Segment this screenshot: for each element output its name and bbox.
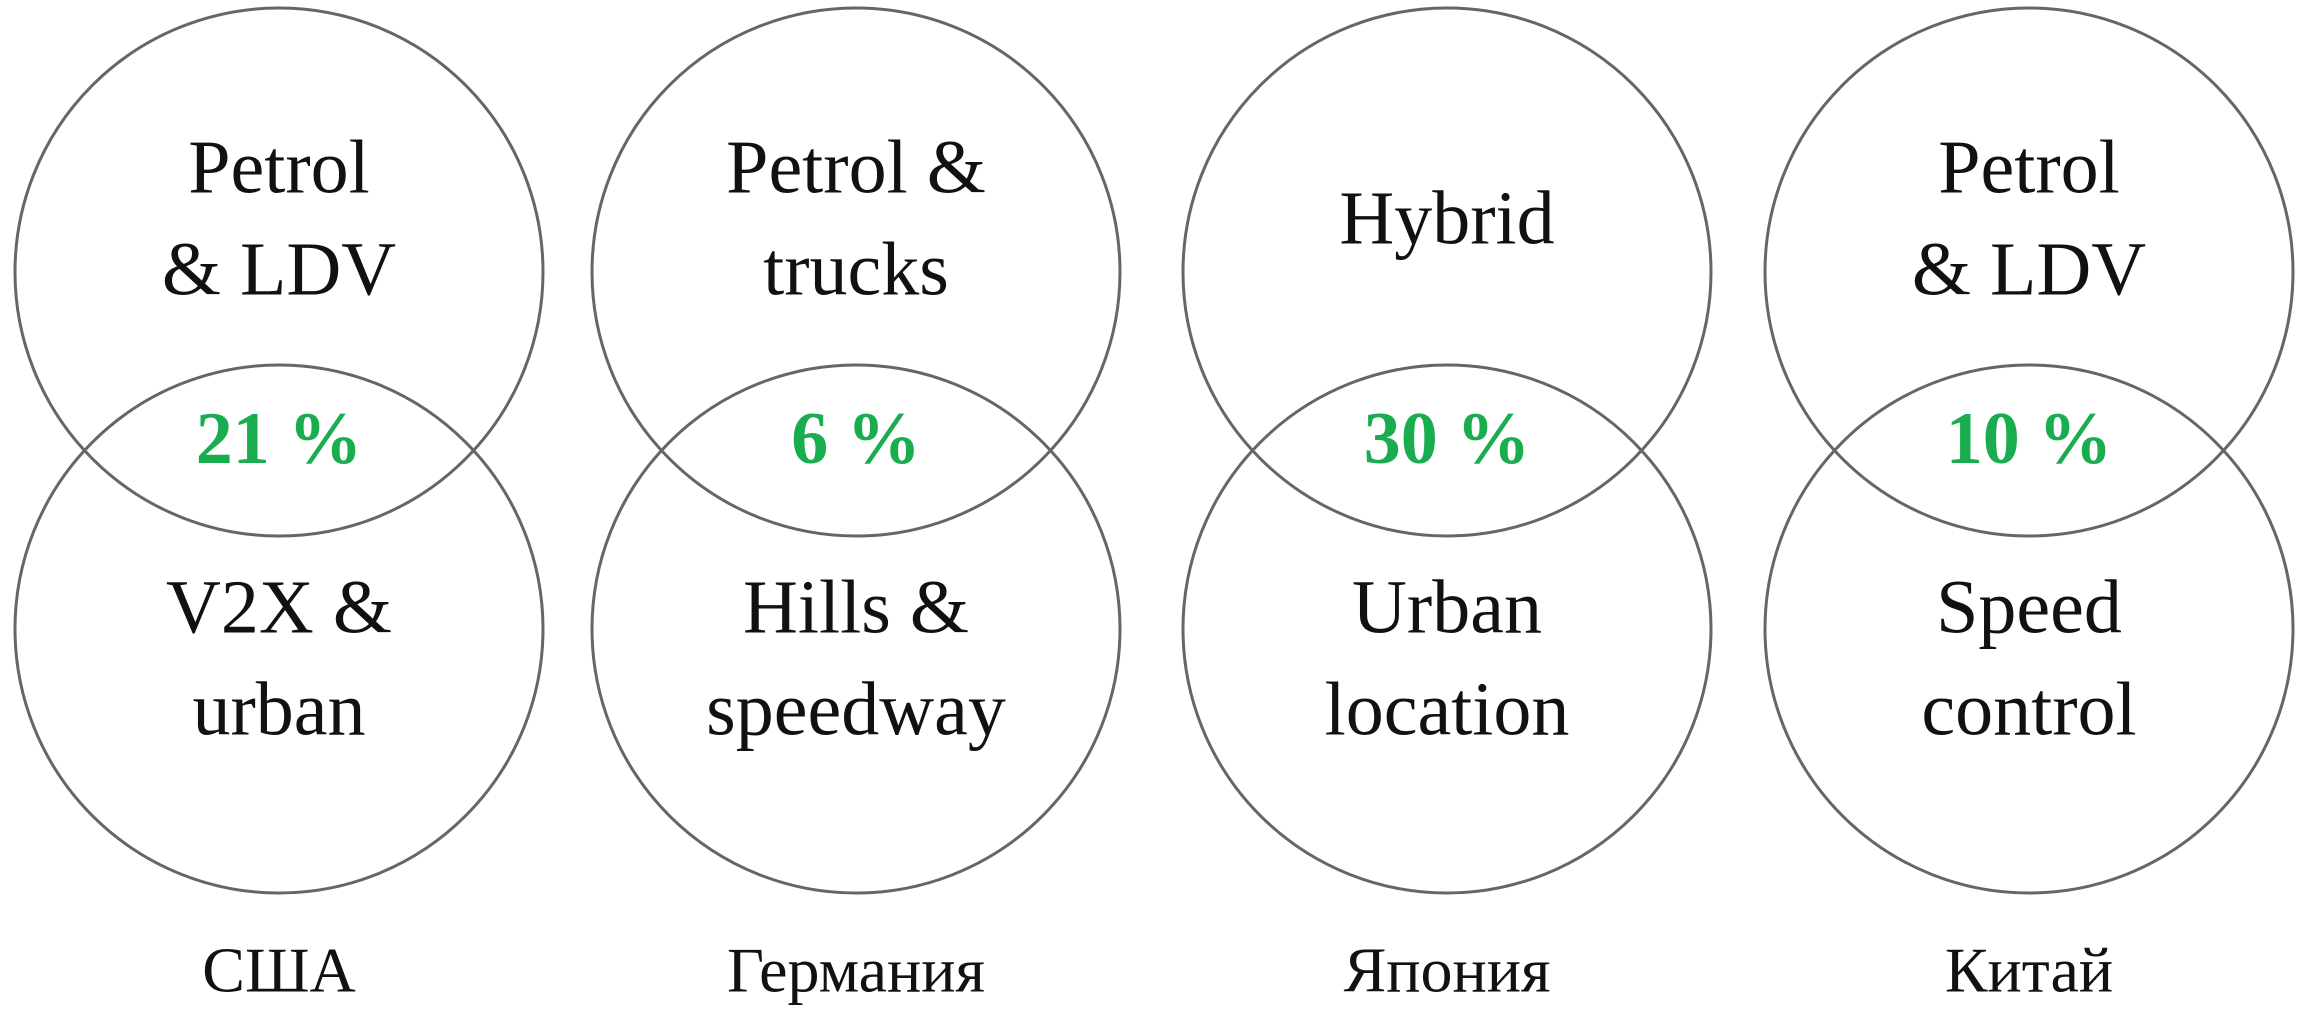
overlap-value: 6 %	[791, 398, 921, 480]
country-label: Германия	[727, 935, 985, 1006]
bottom-label: Urban	[1352, 565, 1542, 649]
overlap-value: 10 %	[1946, 398, 2113, 480]
bottom-label: Hills &	[743, 565, 969, 649]
overlap-value: 30 %	[1364, 398, 1531, 480]
bottom-label: urban	[192, 667, 365, 751]
top-circle	[1181, 6, 1713, 538]
top-label: & LDV	[1912, 227, 2146, 311]
top-circle	[13, 6, 545, 538]
overlap-value: 21 %	[196, 398, 363, 480]
country-label: Китай	[1945, 935, 2113, 1006]
top-label: & LDV	[162, 227, 396, 311]
bottom-circle	[13, 363, 545, 895]
country-label: Япония	[1344, 935, 1551, 1006]
bottom-label: Speed	[1936, 565, 2122, 649]
top-circle	[1763, 6, 2295, 538]
country-label: США	[202, 935, 355, 1006]
bottom-label: location	[1325, 667, 1570, 751]
top-circle	[590, 6, 1122, 538]
top-label: trucks	[763, 227, 949, 311]
bottom-label: control	[1921, 667, 2136, 751]
bottom-circle	[590, 363, 1122, 895]
top-label: Petrol	[1938, 125, 2120, 209]
bottom-label: V2X &	[166, 565, 392, 649]
bottom-circle	[1181, 363, 1713, 895]
top-label: Hybrid	[1339, 176, 1554, 260]
bottom-label: speedway	[706, 667, 1006, 751]
top-label: Petrol	[188, 125, 370, 209]
top-label: Petrol &	[726, 125, 986, 209]
bottom-circle	[1763, 363, 2295, 895]
